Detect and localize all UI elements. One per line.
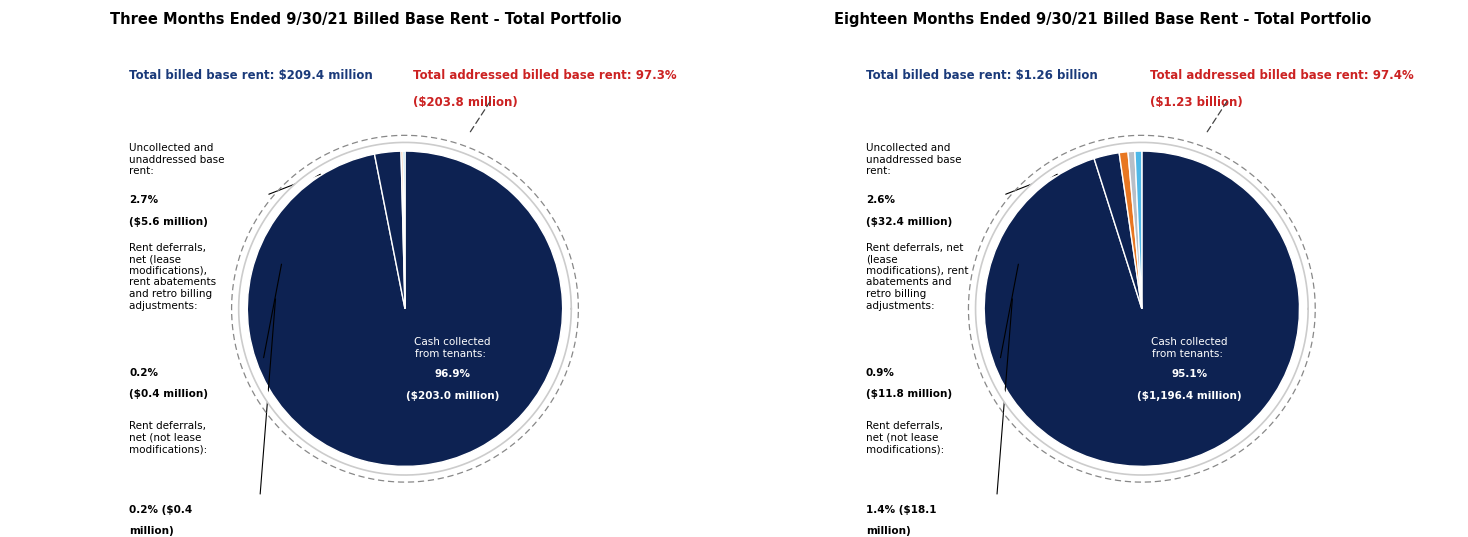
Text: million): million) [866, 526, 910, 535]
Wedge shape [1127, 151, 1142, 309]
Wedge shape [1135, 151, 1142, 309]
Text: 0.2% ($0.4: 0.2% ($0.4 [129, 505, 192, 514]
Text: Cash collected
from tenants:: Cash collected from tenants: [414, 337, 490, 359]
Text: Rent deferrals,
net (not lease
modifications):: Rent deferrals, net (not lease modificat… [129, 421, 207, 466]
Text: Rent deferrals,
net (lease
modifications),
rent abatements
and retro billing
adj: Rent deferrals, net (lease modifications… [129, 243, 216, 310]
Text: 2.6%: 2.6% [866, 195, 895, 205]
Text: 95.1%: 95.1% [1171, 368, 1207, 379]
Text: Rent deferrals,
net (not lease
modifications):: Rent deferrals, net (not lease modificat… [866, 421, 944, 466]
Wedge shape [984, 151, 1299, 466]
Text: ($1,196.4 million): ($1,196.4 million) [1136, 391, 1242, 401]
Text: Total billed base rent: $1.26 billion: Total billed base rent: $1.26 billion [866, 69, 1098, 82]
Text: Uncollected and
unaddressed base
rent:: Uncollected and unaddressed base rent: [866, 143, 962, 177]
Title: Eighteen Months Ended 9/30/21 Billed Base Rent - Total Portfolio: Eighteen Months Ended 9/30/21 Billed Bas… [834, 12, 1371, 27]
Wedge shape [374, 151, 405, 309]
Text: ($11.8 million): ($11.8 million) [866, 389, 953, 400]
Wedge shape [1094, 153, 1142, 309]
Text: ($1.23 billion): ($1.23 billion) [1149, 96, 1242, 109]
Text: ($32.4 million): ($32.4 million) [866, 217, 953, 227]
Text: ($203.8 million): ($203.8 million) [413, 96, 518, 109]
Wedge shape [247, 151, 562, 466]
Wedge shape [401, 151, 405, 309]
Text: 96.9%: 96.9% [435, 368, 470, 379]
Text: ($203.0 million): ($203.0 million) [405, 391, 499, 401]
Text: Total billed base rent: $209.4 million: Total billed base rent: $209.4 million [129, 69, 373, 82]
Text: Uncollected and
unaddressed base
rent:: Uncollected and unaddressed base rent: [129, 143, 225, 177]
Text: 2.7%: 2.7% [129, 195, 159, 205]
Text: 0.2%: 0.2% [129, 368, 159, 378]
Title: Three Months Ended 9/30/21 Billed Base Rent - Total Portfolio: Three Months Ended 9/30/21 Billed Base R… [110, 12, 621, 27]
Wedge shape [1119, 151, 1142, 309]
Text: ($5.6 million): ($5.6 million) [129, 217, 208, 227]
Wedge shape [404, 151, 405, 309]
Text: million): million) [129, 526, 173, 535]
Text: 1.4% ($18.1: 1.4% ($18.1 [866, 505, 937, 514]
Text: Cash collected
from tenants:: Cash collected from tenants: [1151, 337, 1227, 359]
Text: Rent deferrals, net
(lease
modifications), rent
abatements and
retro billing
adj: Rent deferrals, net (lease modifications… [866, 243, 969, 310]
Text: Total addressed billed base rent: 97.4%: Total addressed billed base rent: 97.4% [1149, 69, 1414, 82]
Text: Total addressed billed base rent: 97.3%: Total addressed billed base rent: 97.3% [413, 69, 677, 82]
Text: ($0.4 million): ($0.4 million) [129, 389, 208, 400]
Text: 0.9%: 0.9% [866, 368, 895, 378]
